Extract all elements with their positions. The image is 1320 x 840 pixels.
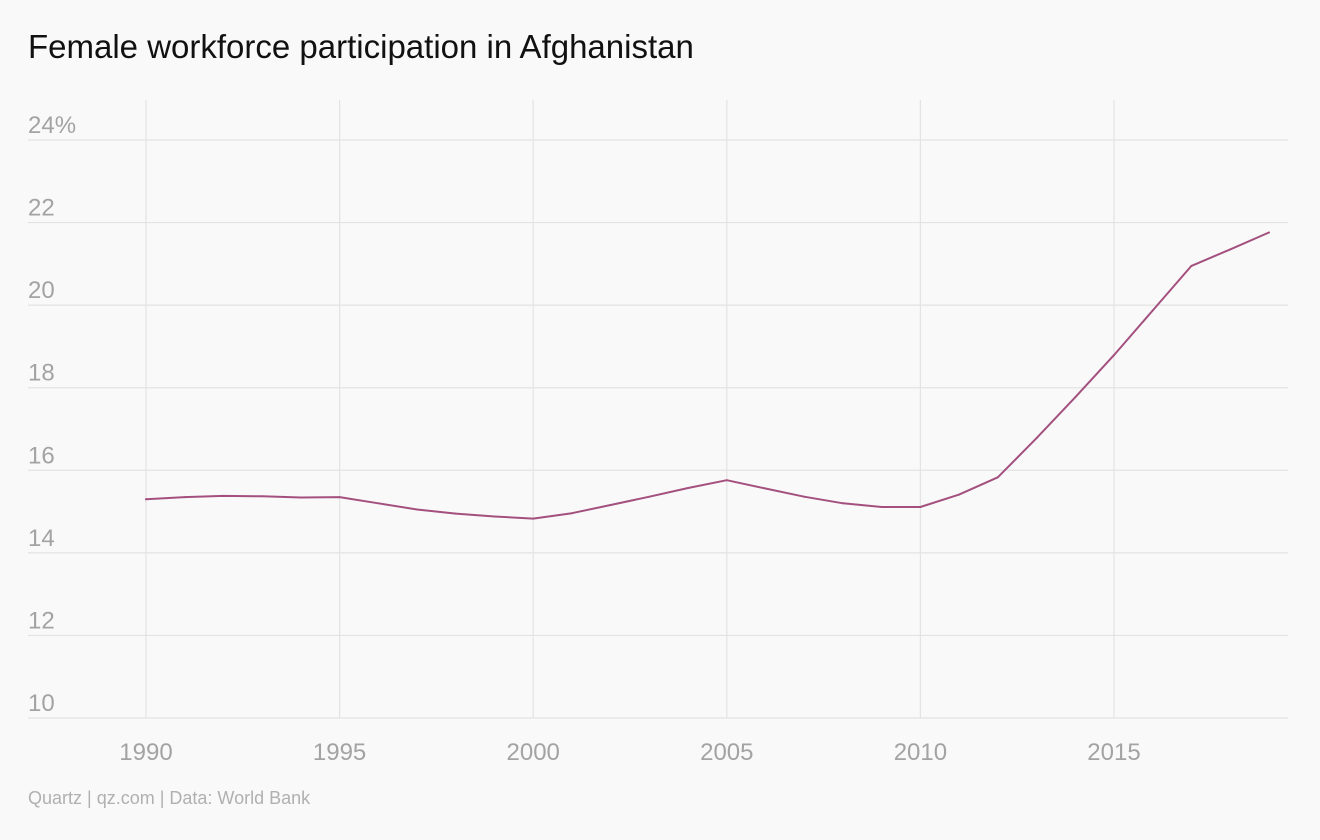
data-point xyxy=(880,506,883,508)
x-tick-label: 1990 xyxy=(119,739,172,766)
data-point xyxy=(687,487,690,489)
x-tick-label: 2000 xyxy=(507,739,560,766)
data-point xyxy=(183,496,186,499)
data-point xyxy=(338,496,341,499)
series-line xyxy=(145,231,1270,520)
y-tick-label: 18 xyxy=(28,360,55,387)
y-gridlines xyxy=(28,139,1288,719)
y-tick-label: 16 xyxy=(28,442,55,469)
data-point xyxy=(1113,354,1115,357)
x-tick-label: 1995 xyxy=(313,739,366,766)
y-tick-label: 10 xyxy=(28,690,55,717)
chart-title: Female workforce participation in Afghan… xyxy=(28,28,694,65)
y-tick-labels: 10 12 14 16 18 20 22 24% xyxy=(28,112,76,717)
series-layer xyxy=(145,231,1270,520)
data-point xyxy=(1267,231,1270,234)
data-point xyxy=(145,498,147,501)
data-point xyxy=(1190,264,1193,267)
x-gridlines xyxy=(145,100,1115,718)
data-point xyxy=(454,512,457,515)
data-point xyxy=(764,487,767,490)
data-point xyxy=(570,512,573,515)
x-tick-label: 2010 xyxy=(894,739,947,766)
data-point xyxy=(493,515,496,518)
data-point xyxy=(1229,248,1232,251)
y-tick-label: 22 xyxy=(28,195,55,222)
data-point xyxy=(532,517,535,520)
data-point xyxy=(222,494,225,497)
source-footer: Quartz | qz.com | Data: World Bank xyxy=(28,788,311,808)
x-tick-label: 2005 xyxy=(700,739,753,766)
data-point xyxy=(261,495,264,498)
x-tick-labels: 1990 1995 2000 2005 2010 2015 xyxy=(119,739,1140,766)
data-point xyxy=(842,502,844,505)
y-tick-label: 20 xyxy=(28,277,55,304)
data-point xyxy=(1035,437,1038,440)
data-point xyxy=(377,502,380,505)
data-point xyxy=(1151,309,1154,312)
data-point xyxy=(299,496,302,499)
data-point xyxy=(416,508,418,511)
data-point xyxy=(648,495,651,498)
data-point xyxy=(803,495,806,498)
data-point xyxy=(958,493,961,496)
data-point xyxy=(609,504,612,506)
data-point xyxy=(996,476,999,479)
y-tick-label: 12 xyxy=(28,607,55,634)
data-point xyxy=(725,479,728,482)
y-tick-label: 14 xyxy=(28,525,55,552)
x-tick-label: 2015 xyxy=(1087,739,1140,766)
data-point xyxy=(919,506,922,508)
y-tick-label: 24% xyxy=(28,112,76,139)
data-point xyxy=(1074,396,1077,399)
